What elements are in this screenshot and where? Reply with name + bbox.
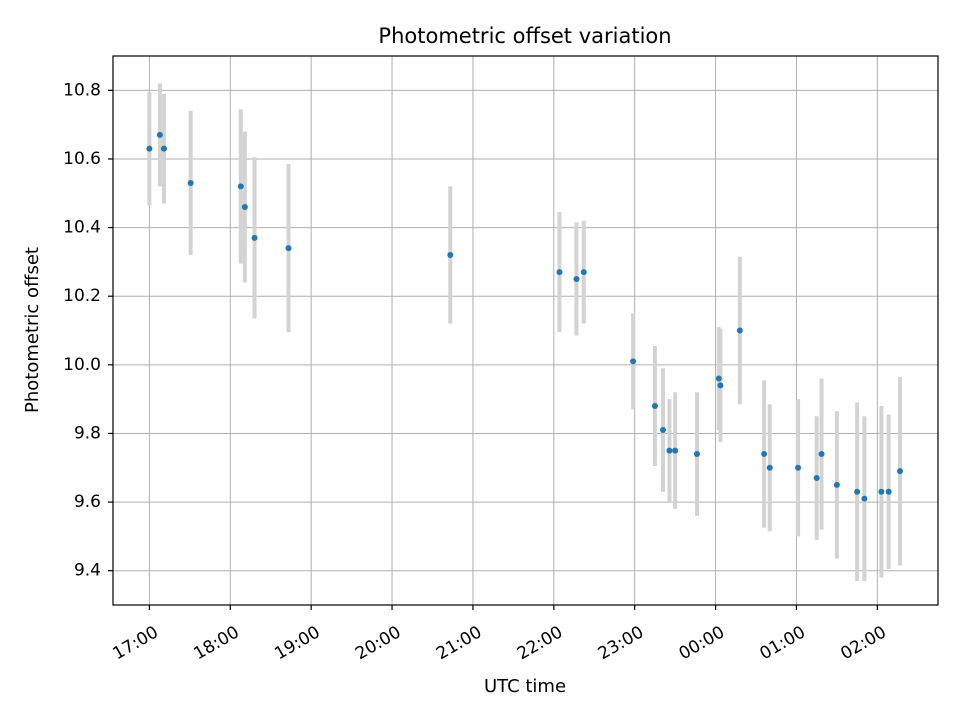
data-point [672, 447, 679, 454]
data-point [660, 427, 666, 434]
data-point [736, 327, 743, 334]
data-point [896, 468, 903, 475]
data-point [447, 252, 454, 259]
data-points [146, 131, 903, 502]
data-point [160, 145, 167, 152]
data-point [878, 488, 885, 495]
y-tick-label: 9.8 [74, 423, 101, 443]
data-point [251, 234, 258, 241]
y-tick-label: 10.0 [63, 355, 101, 375]
y-tick-label: 10.6 [63, 149, 101, 169]
data-point [146, 145, 153, 152]
data-point [666, 447, 673, 454]
data-point [651, 402, 658, 409]
data-point [766, 464, 773, 471]
data-point [715, 375, 722, 382]
y-tick-label: 10.4 [63, 218, 101, 238]
data-point [854, 488, 861, 495]
y-tick-label: 10.8 [63, 80, 101, 100]
data-point [187, 179, 194, 186]
data-point [556, 269, 563, 276]
data-point [861, 495, 868, 502]
y-axis-label: Photometric offset [22, 247, 43, 413]
data-point [717, 382, 724, 389]
data-point [285, 245, 292, 252]
data-point [573, 276, 580, 283]
data-point [813, 475, 820, 482]
y-tick-label: 9.6 [74, 492, 101, 512]
data-point [630, 358, 637, 365]
data-point [795, 464, 802, 471]
x-axis-label: UTC time [484, 676, 566, 697]
grid [113, 56, 938, 605]
data-point [761, 451, 768, 458]
data-point [885, 488, 892, 495]
chart-title: Photometric offset variation [378, 24, 671, 48]
data-point [237, 183, 244, 190]
plot-frame [112, 55, 939, 606]
data-point [693, 451, 700, 458]
data-point [818, 451, 825, 458]
data-point [833, 481, 840, 488]
y-tick-label: 10.2 [63, 286, 101, 306]
y-tick-label: 9.4 [74, 561, 101, 581]
data-point [580, 269, 587, 276]
data-point [156, 131, 163, 138]
data-point [241, 203, 248, 210]
